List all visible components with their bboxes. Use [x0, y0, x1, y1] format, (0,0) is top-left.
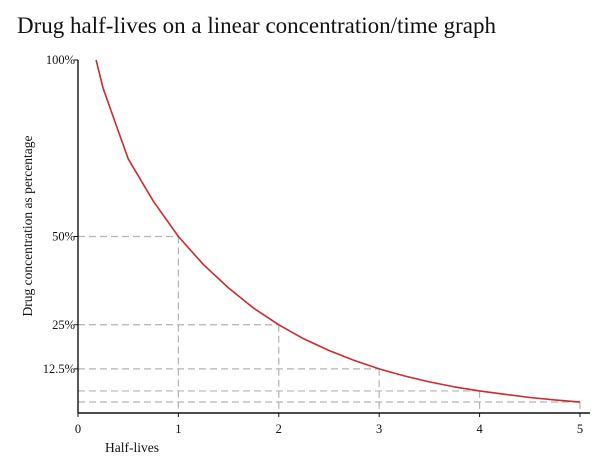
x-tick-label: 2	[276, 422, 282, 436]
x-tick-labels: 0 1 2 3 4 5	[75, 413, 583, 436]
y-tick-label: 12.5%	[43, 362, 75, 376]
y-tick-labels: 100% 50% 25% 12.5%	[43, 53, 78, 376]
x-axis-label: Half-lives	[105, 440, 159, 455]
y-tick-label: 50%	[52, 230, 75, 244]
x-tick-label: 3	[376, 422, 382, 436]
x-tick-label: 1	[175, 422, 181, 436]
decay-curve-line	[95, 59, 581, 403]
guide-lines	[78, 235, 581, 413]
y-tick-label: 25%	[52, 318, 75, 332]
chart-title: Drug half-lives on a linear concentratio…	[17, 13, 496, 38]
y-axis-label: Drug concentration as percentage	[20, 135, 35, 316]
series-layer	[95, 59, 581, 403]
axes	[77, 60, 590, 414]
y-tick-label: 100%	[46, 53, 75, 67]
x-tick-label: 5	[577, 422, 583, 436]
x-tick-label: 0	[75, 422, 81, 436]
x-tick-label: 4	[476, 422, 483, 436]
